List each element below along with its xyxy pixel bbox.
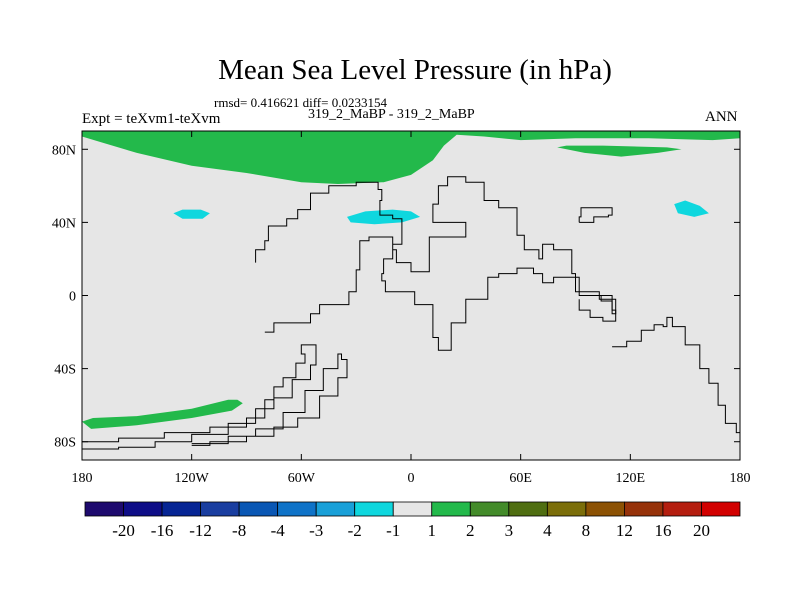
colorbar-label: 8	[582, 521, 591, 540]
colorbar-swatch	[315, 501, 356, 517]
colorbar-swatch	[277, 501, 317, 517]
colorbar-label: -3	[309, 521, 323, 540]
x-tick-label: 0	[408, 471, 415, 486]
colorbar-swatch	[624, 501, 664, 517]
y-tick-label: 80S	[54, 436, 76, 451]
colorbar-swatch	[238, 501, 279, 517]
colorbar-label: 12	[616, 521, 633, 540]
colorbar-swatch	[392, 501, 433, 517]
colorbar: -20 -16 -12 -8 -4 -3 -2 -1 1 2 3 4 8 12 16 20	[84, 501, 741, 540]
colorbar-swatch	[161, 501, 201, 517]
colorbar-label: -1	[386, 521, 400, 540]
colorbar-swatch	[701, 501, 741, 517]
y-axis: 80N 40N 0 40S 80S	[52, 143, 740, 451]
x-tick-label: 180	[72, 471, 93, 486]
east-asia-outline	[578, 207, 613, 223]
colorbar-label: -12	[189, 521, 212, 540]
x-tick-label: 180	[730, 471, 751, 486]
x-tick-label: 120W	[175, 471, 210, 486]
colorbar-label: 3	[505, 521, 514, 540]
colorbar-swatch	[585, 501, 625, 517]
colorbar-label: -4	[271, 521, 286, 540]
siberia-positive-anomaly	[557, 145, 682, 157]
experiment-pair-subtitle: 319_2_MaBP - 319_2_MaBP	[308, 107, 475, 122]
colorbar-label: -20	[112, 521, 135, 540]
chart-title: Mean Sea Level Pressure (in hPa)	[218, 54, 612, 86]
y-tick-label: 40S	[54, 363, 76, 378]
season-label: ANN	[705, 109, 738, 125]
colorbar-label: -8	[232, 521, 246, 540]
west-pacific-negative-anomaly	[674, 200, 709, 217]
experiment-label: Expt = teXvm1-teXvm	[82, 111, 221, 127]
colorbar-swatch	[469, 501, 510, 517]
colorbar-swatch	[431, 501, 471, 517]
africa-eurasia-outline	[255, 176, 617, 351]
anomaly-regions	[82, 131, 740, 429]
y-tick-label: 80N	[52, 143, 76, 158]
x-tick-label: 60E	[509, 471, 532, 486]
colorbar-label: 4	[543, 521, 552, 540]
x-axis: 180 120W 60W 0 60E 120E 180	[72, 131, 751, 486]
north-pacific-negative-anomaly	[173, 209, 210, 219]
indonesia-outline	[578, 295, 617, 322]
colorbar-swatch	[508, 501, 548, 517]
x-tick-label: 120E	[616, 471, 646, 486]
colorbar-label: -2	[348, 521, 362, 540]
rmsd-subtitle: rmsd= 0.416621 diff= 0.0233154	[214, 95, 387, 110]
y-tick-label: 40N	[52, 216, 76, 231]
coastlines	[82, 176, 740, 451]
arctic-positive-anomaly	[82, 131, 740, 184]
colorbar-swatch	[354, 501, 394, 517]
colorbar-label: 2	[466, 521, 475, 540]
colorbar-swatch	[200, 501, 240, 517]
plot-background	[82, 131, 740, 460]
colorbar-label: 16	[654, 521, 671, 540]
colorbar-label: -16	[151, 521, 174, 540]
colorbar-swatch	[662, 501, 702, 517]
colorbar-swatch	[123, 501, 163, 517]
x-tick-label: 60W	[288, 471, 316, 486]
colorbar-label: 1	[428, 521, 437, 540]
colorbar-swatch	[546, 501, 587, 517]
colorbar-label: 20	[693, 521, 710, 540]
southern-positive-anomaly	[82, 399, 243, 429]
australia-outline	[612, 316, 740, 451]
colorbar-swatch	[84, 501, 124, 517]
americas-outline	[82, 344, 317, 450]
inner-coast-outline	[191, 353, 348, 446]
y-tick-label: 0	[69, 290, 76, 305]
